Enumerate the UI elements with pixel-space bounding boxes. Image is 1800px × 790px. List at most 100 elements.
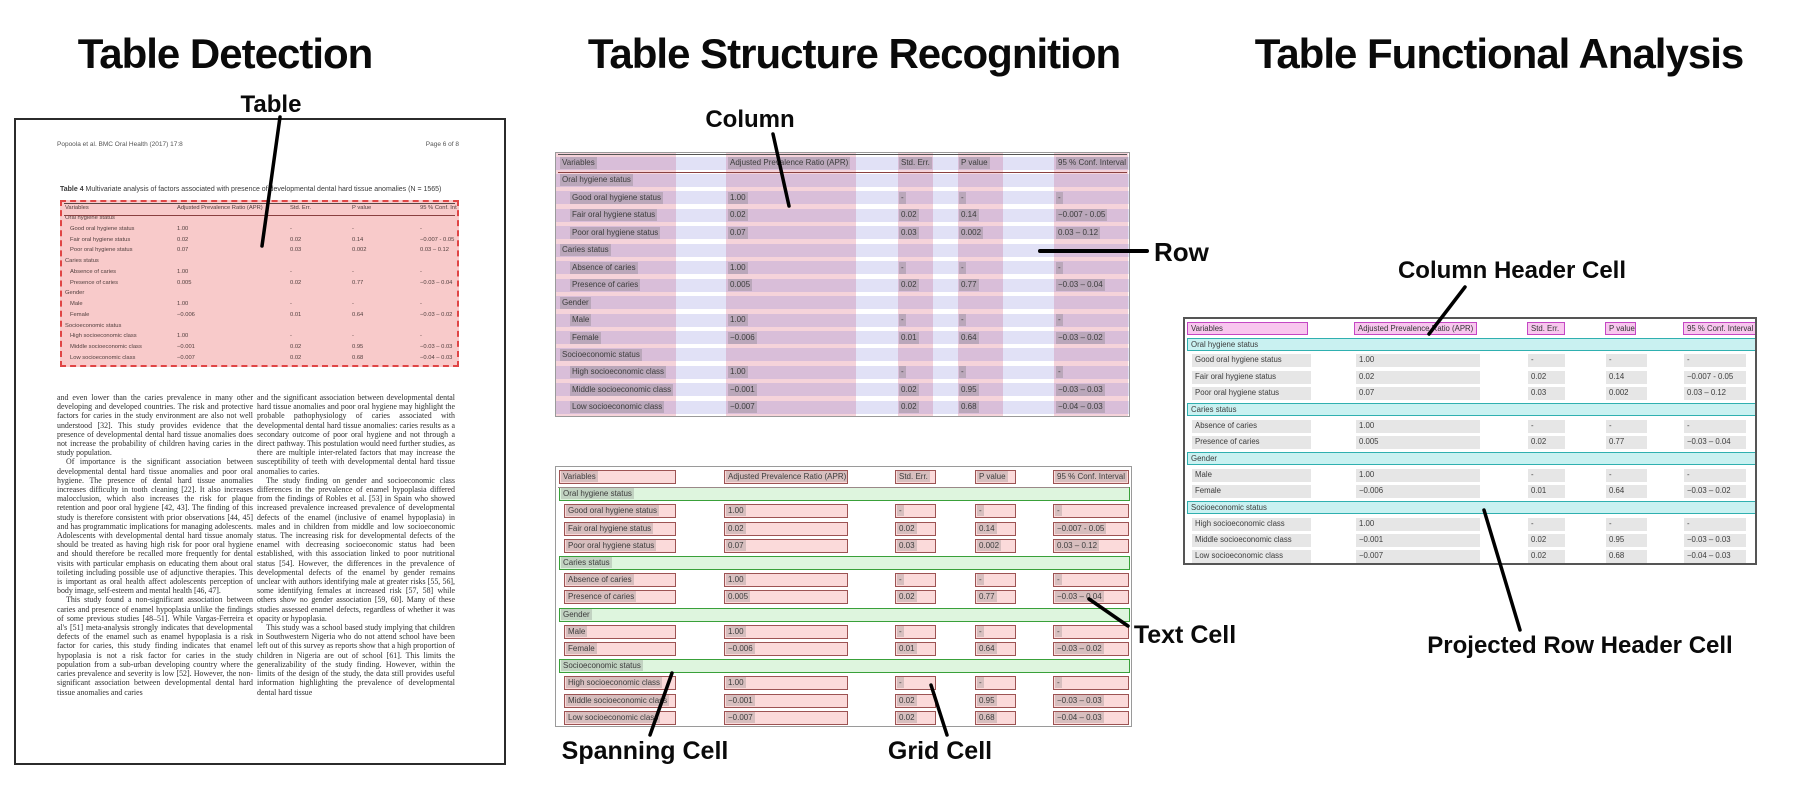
- text-cell: -: [897, 625, 904, 637]
- text-cell: 95 % Conf. Interval: [1055, 471, 1128, 482]
- text-cell: −0.04 – 0.03: [1684, 550, 1746, 563]
- text-cell: Gender: [561, 608, 592, 620]
- document-header: Popoola et al. BMC Oral Health (2017) 17…: [57, 141, 459, 148]
- text-cell: 0.02: [897, 591, 917, 603]
- text-cell: Socioeconomic status: [561, 660, 643, 672]
- table-cell: 0.02: [290, 343, 302, 350]
- table-cell: 1.00: [177, 301, 189, 308]
- document-page: Popoola et al. BMC Oral Health (2017) 17…: [14, 118, 506, 765]
- text-cell: -: [977, 677, 984, 689]
- text-cell: -: [1606, 354, 1647, 368]
- table-cell: Presence of caries: [70, 279, 119, 286]
- table-cell: 95 % Conf. Interval: [1056, 157, 1129, 169]
- table-cell: 0.02: [728, 209, 748, 222]
- detected-table: Variables Adjusted Prevalence Ratio (APR)…: [62, 202, 457, 365]
- table-cell: Oral hygiene status: [560, 174, 633, 187]
- text-cell: 1.00: [1356, 517, 1480, 531]
- column-header-cell: Adjusted Prevalence Ratio (APR): [1354, 321, 1477, 335]
- table-cell: 0.68: [352, 354, 364, 361]
- table-cell: -: [899, 366, 906, 379]
- text-cell: -: [1055, 574, 1062, 586]
- table-cell: 1.00: [177, 268, 189, 275]
- table-cell: Gender: [65, 290, 85, 297]
- table-cell: −0.03 – 0.04: [1056, 279, 1105, 292]
- text-cell: −0.03 – 0.04: [1055, 591, 1104, 603]
- label-column-header-cell: Column Header Cell: [1397, 257, 1627, 284]
- text-cell: Adjusted Prevalence Ratio (APR): [726, 471, 847, 482]
- text-cell: −0.007 - 0.05: [1684, 370, 1746, 384]
- table-cell: Presence of caries: [570, 279, 641, 292]
- table-cell: 0.002: [352, 247, 367, 254]
- text-cell: −0.006: [726, 643, 755, 654]
- text-cell: -: [1528, 468, 1565, 482]
- table-cell: 0.64: [959, 331, 979, 344]
- body-column-1: and even lower than the caries prevalenc…: [57, 393, 253, 697]
- row-overlay: [556, 243, 1129, 257]
- table-cell: -: [959, 366, 966, 379]
- row-overlay: [556, 173, 1129, 187]
- text-cell: 0.02: [726, 522, 746, 534]
- document-header-right: Page 6 of 8: [425, 141, 459, 148]
- table-cell: 0.02: [290, 354, 302, 361]
- grid-cell: Poor oral hygiene status: [564, 538, 676, 553]
- table-row: Caries status: [556, 244, 1129, 257]
- table-row: High socioeconomic class 1.00 - - -: [62, 333, 457, 342]
- table-row: Male 1.00 - - -: [556, 314, 1129, 327]
- panel-title-detection: Table Detection: [77, 30, 374, 77]
- body-paragraph: This study found a non-significant assoc…: [57, 595, 253, 697]
- table-row: Absence of caries 1.00 - - -: [556, 261, 1129, 275]
- table-cell: 0.02: [899, 383, 919, 396]
- grid-cell: Male: [564, 624, 676, 639]
- table-row: Gender: [62, 290, 457, 299]
- table-row: Presence of caries 0.005 0.02 0.77 −0.03 – 0…: [62, 280, 457, 289]
- grid-cell: -: [895, 573, 936, 588]
- table-cell: 1.00: [728, 261, 748, 274]
- table-cell: -: [420, 268, 422, 275]
- table-cell: 0.02: [899, 279, 919, 292]
- table-cell: −0.04 – 0.03: [420, 354, 453, 361]
- table-row: Male 1.00 - - -: [62, 301, 457, 310]
- table-cell: High socioeconomic class: [570, 366, 667, 379]
- table-cell: 0.002: [959, 226, 984, 239]
- table-row: Female −0.006 0.01 0.64 −0.03 – 0.02: [62, 312, 457, 321]
- spanning-cell: Oral hygiene status: [559, 487, 1130, 502]
- grid-cell: 0.95: [975, 693, 1016, 708]
- grid-cell: −0.007: [724, 710, 848, 725]
- panel-title-structure: Table Structure Recognition: [587, 30, 1121, 77]
- label-projected-row-header-cell: Projected Row Header Cell: [1427, 632, 1733, 659]
- table-cell: Middle socioeconomic class: [70, 343, 142, 350]
- grid-cell: Fair oral hygiene status: [564, 521, 676, 536]
- table-cell: 0.14: [959, 209, 979, 222]
- text-cell: 0.07: [726, 539, 746, 551]
- text-cell: -: [1606, 468, 1647, 482]
- table-cell: 0.07: [177, 247, 189, 254]
- label-spanning-cell: Spanning Cell: [561, 737, 729, 765]
- text-cell: Poor oral hygiene status: [1192, 386, 1311, 400]
- text-cell: 0.64: [1606, 485, 1647, 498]
- grid-cell: −0.001: [724, 693, 848, 708]
- table-cell: -: [1056, 366, 1063, 379]
- grid-cell: 0.03 – 0.12: [1053, 538, 1129, 553]
- table-row: Socioeconomic status: [556, 348, 1129, 362]
- table-cell: Poor oral hygiene status: [70, 247, 133, 254]
- document-body: and even lower than the caries prevalenc…: [16, 393, 504, 733]
- table-cell: P value: [959, 157, 990, 169]
- table-cell: Low socioeconomic class: [70, 354, 136, 361]
- table-cell: Female: [70, 311, 90, 318]
- table-cell: Fair oral hygiene status: [70, 236, 131, 243]
- table-cell: −0.001: [728, 383, 757, 396]
- table-row: High socioeconomic class 1.00 - - -: [556, 366, 1129, 379]
- column-overlay: [726, 153, 856, 416]
- table-cell: 0.02: [177, 236, 189, 243]
- grid-cell: Presence of caries: [564, 590, 676, 605]
- text-cell: 0.02: [897, 711, 917, 723]
- text-cell: Middle socioeconomic class: [566, 694, 670, 706]
- text-cell: Absence of caries: [1192, 419, 1311, 433]
- table-cell: −0.04 – 0.03: [1056, 401, 1105, 414]
- text-cell: 0.03: [1528, 386, 1565, 400]
- text-cell: 0.002: [977, 539, 1002, 551]
- grid-cell: Variables: [559, 470, 676, 484]
- table-caption-text: Multivariate analysis of factors associa…: [83, 186, 442, 193]
- text-cell: -: [977, 574, 984, 586]
